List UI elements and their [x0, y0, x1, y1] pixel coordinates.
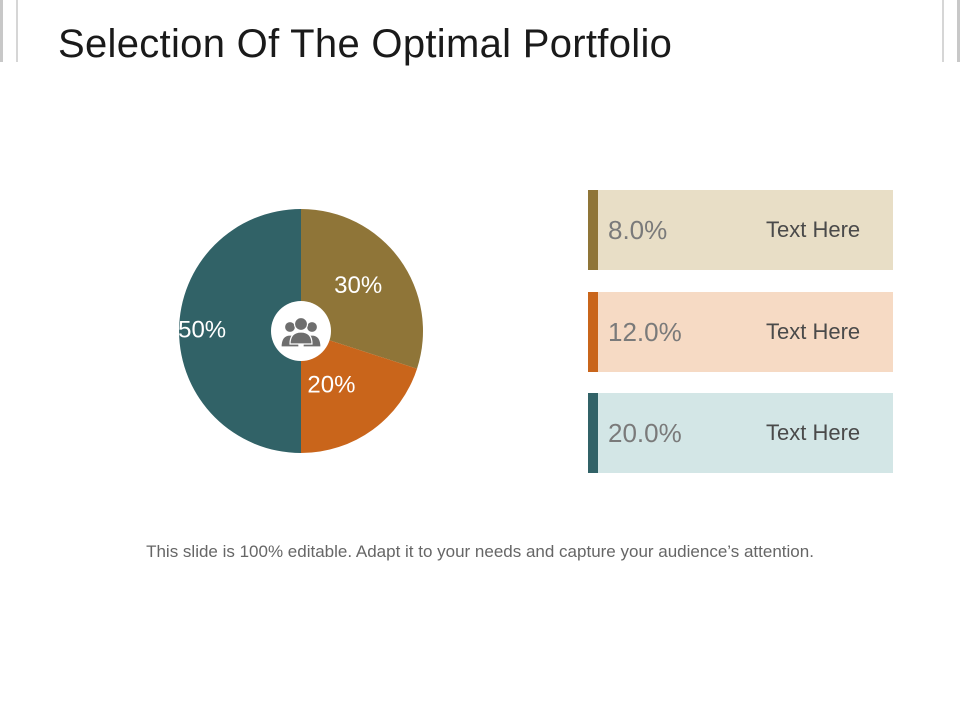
people-group-icon	[280, 316, 322, 348]
footer-note: This slide is 100% editable. Adapt it to…	[146, 542, 814, 561]
stat-panel-value: 8.0%	[608, 214, 668, 245]
right-edge-bar	[957, 0, 960, 62]
stat-panel-1: 8.0% Text Here	[588, 190, 893, 270]
stat-panel-2: 12.0% Text Here	[588, 292, 893, 372]
pie-slice-label: 50%	[178, 316, 226, 343]
slide-title: Selection Of The Optimal Portfolio	[58, 22, 673, 66]
stat-panel-accent	[588, 292, 598, 372]
stat-panel-text: Text Here	[766, 319, 861, 344]
left-edge-bar	[0, 0, 3, 62]
stat-panel-3: 20.0% Text Here	[588, 393, 893, 473]
stat-panel-accent	[588, 190, 598, 270]
stat-panel-value: 20.0%	[608, 417, 682, 448]
stat-panel-text: Text Here	[766, 420, 861, 445]
left-edge-line	[16, 0, 18, 62]
pie-slice-3	[179, 209, 301, 453]
stat-panel-accent	[588, 393, 598, 473]
pie-slice-label: 30%	[334, 272, 382, 299]
right-edge-line	[942, 0, 944, 62]
pie-slice-2	[301, 331, 418, 453]
pie-chart: 30% 20% 50%	[178, 209, 423, 453]
stat-panel-text: Text Here	[766, 217, 861, 242]
pie-slice-label: 20%	[307, 372, 355, 399]
stat-panel-value: 12.0%	[608, 316, 682, 347]
pie-slice-1	[301, 209, 423, 369]
